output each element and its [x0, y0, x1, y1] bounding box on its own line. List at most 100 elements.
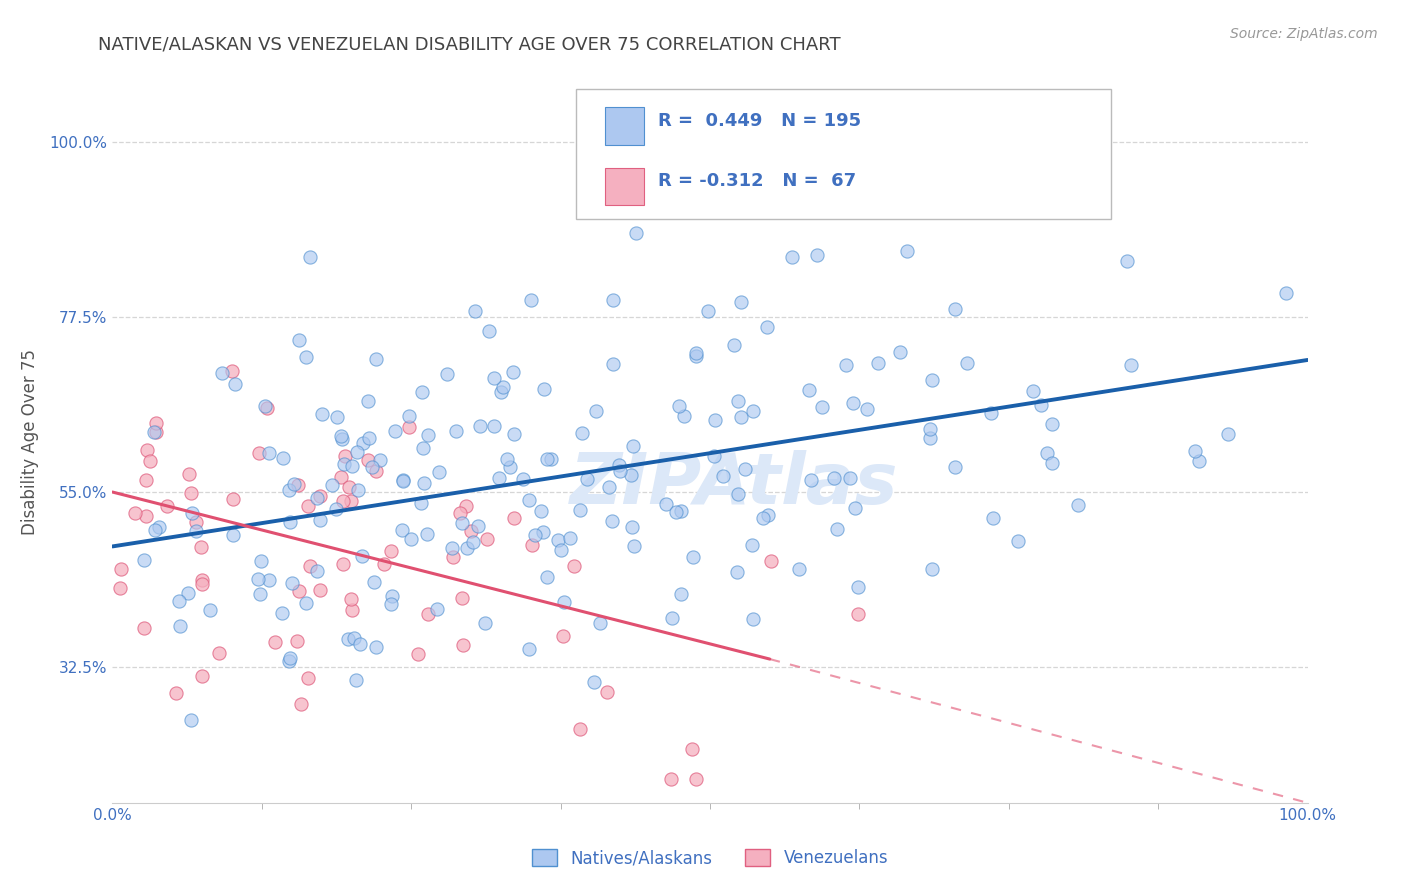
Point	[143, 523, 166, 537]
Point	[108, 582, 131, 596]
Point	[896, 244, 918, 259]
Point	[1116, 254, 1139, 268]
Point	[956, 356, 979, 370]
Point	[780, 250, 803, 264]
Point	[190, 540, 212, 554]
Point	[391, 523, 413, 537]
Point	[997, 196, 1019, 211]
Point	[734, 462, 756, 476]
Point	[363, 574, 385, 589]
Point	[460, 524, 482, 538]
Point	[416, 526, 439, 541]
Point	[368, 453, 391, 467]
Point	[499, 460, 522, 475]
Point	[145, 425, 167, 439]
Point	[482, 371, 505, 385]
Point	[165, 686, 187, 700]
Point	[665, 505, 688, 519]
Point	[685, 772, 707, 787]
Point	[661, 772, 683, 787]
Point	[456, 541, 478, 555]
Point	[1029, 398, 1052, 412]
Point	[474, 616, 496, 631]
Point	[287, 478, 309, 492]
Point	[655, 497, 678, 511]
Point	[703, 412, 725, 426]
Point	[307, 491, 329, 505]
Point	[846, 581, 869, 595]
Point	[110, 562, 132, 576]
Point	[222, 491, 245, 506]
Point	[844, 501, 866, 516]
Text: Source: ZipAtlas.com: Source: ZipAtlas.com	[1230, 27, 1378, 41]
Point	[411, 384, 433, 399]
Point	[823, 471, 845, 485]
Point	[145, 416, 167, 430]
Text: ZIPAtlas: ZIPAtlas	[569, 450, 898, 519]
Point	[309, 513, 332, 527]
Point	[623, 439, 645, 453]
Point	[725, 566, 748, 580]
Point	[446, 424, 468, 438]
Point	[1007, 534, 1029, 549]
Point	[838, 471, 860, 485]
Point	[281, 575, 304, 590]
Point	[1040, 417, 1063, 432]
Point	[148, 520, 170, 534]
Point	[399, 532, 422, 546]
Y-axis label: Disability Age Over 75: Disability Age Over 75	[21, 349, 38, 534]
Point	[568, 503, 591, 517]
Point	[360, 460, 382, 475]
Point	[256, 401, 278, 415]
Point	[339, 494, 361, 508]
Point	[477, 532, 499, 546]
Point	[602, 293, 624, 307]
Point	[842, 396, 865, 410]
Point	[124, 506, 146, 520]
Point	[742, 404, 765, 418]
Point	[278, 651, 301, 665]
Point	[384, 424, 406, 438]
Point	[1036, 446, 1059, 460]
Point	[980, 406, 1002, 420]
Point	[1218, 427, 1240, 442]
Point	[1119, 358, 1142, 372]
Point	[418, 607, 440, 621]
Point	[352, 549, 374, 563]
Point	[135, 509, 157, 524]
Point	[536, 570, 558, 584]
Point	[139, 453, 162, 467]
Point	[330, 432, 353, 446]
Point	[517, 493, 540, 508]
Point	[136, 442, 159, 457]
Point	[661, 610, 683, 624]
Point	[441, 549, 464, 564]
Point	[198, 603, 221, 617]
Point	[325, 501, 347, 516]
Point	[488, 471, 510, 485]
Point	[540, 452, 562, 467]
Point	[502, 366, 524, 380]
Point	[685, 346, 707, 360]
Point	[271, 451, 294, 466]
Point	[332, 457, 354, 471]
Point	[392, 474, 415, 488]
Point	[589, 616, 612, 631]
Point	[309, 489, 332, 503]
Point	[1022, 384, 1045, 399]
Point	[531, 525, 554, 540]
Point	[416, 427, 439, 442]
Point	[811, 400, 834, 414]
Text: NATIVE/ALASKAN VS VENEZUELAN DISABILITY AGE OVER 75 CORRELATION CHART: NATIVE/ALASKAN VS VENEZUELAN DISABILITY …	[98, 36, 841, 54]
Point	[921, 373, 943, 387]
Point	[918, 422, 941, 436]
Point	[503, 427, 526, 442]
Point	[981, 511, 1004, 525]
Point	[671, 503, 693, 517]
Point	[288, 583, 311, 598]
Point	[264, 634, 287, 648]
Point	[759, 554, 782, 568]
Point	[550, 542, 572, 557]
Point	[283, 477, 305, 491]
Point	[685, 349, 707, 363]
